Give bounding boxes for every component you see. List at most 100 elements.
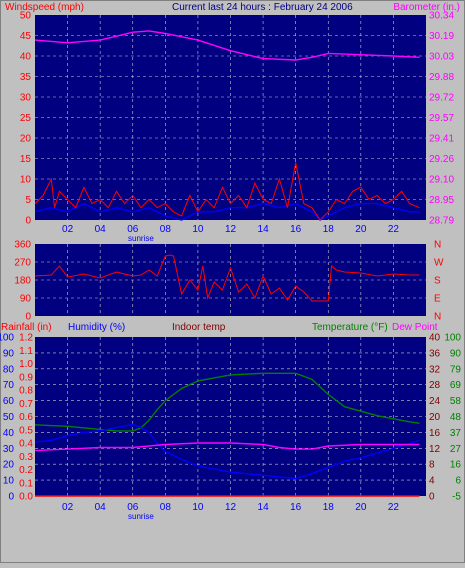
humidity-tick-label: 20	[3, 460, 15, 471]
series-line-magenta	[34, 30, 420, 61]
indoor-temp-tick-label: 4	[429, 476, 435, 487]
rainfall-tick-label: 0.5	[19, 425, 33, 436]
x-tick-label: 22	[388, 502, 400, 513]
x-tick-label: 10	[192, 224, 204, 235]
humidity-axis-label: Humidity (%)	[68, 322, 125, 333]
barometer-tick-label: 30.34	[429, 11, 454, 22]
indoor-temp-tick-label: 8	[429, 460, 435, 471]
x-tick-label: 18	[323, 224, 335, 235]
direction-compass-label: E	[434, 294, 441, 305]
windspeed-tick-label: 30	[20, 93, 32, 104]
direction-compass-label: S	[434, 276, 441, 287]
barometer-tick-label: 29.72	[429, 93, 454, 104]
barometer-tick-label: 28.95	[429, 195, 454, 206]
windspeed-tick-label: 10	[20, 175, 32, 186]
indoor-temp-tick-label: 40	[429, 333, 441, 344]
direction-degree-label: 270	[14, 258, 31, 269]
x-tick-label: 12	[225, 224, 237, 235]
windspeed-tick-label: 45	[20, 31, 32, 42]
x-tick-label: 22	[388, 224, 400, 235]
windspeed-tick-label: 20	[20, 134, 32, 145]
direction-degree-label: 0	[25, 312, 31, 323]
indoor-temp-tick-label: 36	[429, 348, 441, 359]
barometer-tick-label: 28.79	[429, 216, 454, 227]
temperature-tick-label: 16	[450, 460, 462, 471]
indoor-temp-tick-label: 12	[429, 444, 441, 455]
x-tick-label: 02	[62, 502, 74, 513]
windspeed-axis-label: Windspeed (mph)	[5, 2, 84, 13]
indoor-temp-tick-label: 16	[429, 428, 441, 439]
rainfall-ticks: 1.2 1.1 1.0 0.9 0.8 0.7 0.6 0.5 0.4 0.3 0.2 0.1 0.0	[19, 333, 33, 503]
x-tick-label: 06	[127, 502, 139, 513]
direction-degree-ticks: 360 270 180 90 0	[14, 240, 31, 323]
x-tick-label: 14	[258, 224, 270, 235]
x-tick-label: 08	[160, 224, 172, 235]
series-line-magenta	[34, 442, 420, 452]
x-tick-label: 16	[290, 224, 302, 235]
temperature-tick-label: 6	[455, 476, 461, 487]
x-tick-label: 18	[323, 502, 335, 513]
humidity-tick-label: 10	[3, 476, 15, 487]
indoor-temp-tick-label: 0	[429, 492, 435, 503]
x-tick-label: 06	[127, 224, 139, 235]
rainfall-tick-label: 0.2	[19, 465, 33, 476]
x-tick-label: 20	[355, 502, 367, 513]
humidity-tick-label: 30	[3, 444, 15, 455]
series-line-green	[34, 372, 420, 432]
rainfall-tick-label: 0.0	[19, 492, 33, 503]
x-tick-label: 08	[160, 502, 172, 513]
temperature-axis-label: Temperature (°F)	[312, 322, 388, 333]
barometer-tick-label: 29.26	[429, 154, 454, 165]
x-tick-label: 02	[62, 224, 74, 235]
dewpoint-axis-label: Dew Point	[392, 322, 438, 333]
x-tick-label: 16	[290, 502, 302, 513]
indoor-temp-tick-label: 32	[429, 364, 441, 375]
grid-wind	[35, 15, 426, 220]
windspeed-tick-label: 15	[20, 154, 32, 165]
rainfall-tick-label: 1.2	[19, 333, 33, 344]
rainfall-tick-label: 0.6	[19, 412, 33, 423]
x-tick-label: 04	[95, 224, 107, 235]
sunrise-label-bottom: sunrise	[128, 512, 154, 521]
rainfall-tick-label: 0.8	[19, 386, 33, 397]
temperature-tick-label: 58	[450, 396, 462, 407]
chart-title: Current last 24 hours : February 24 2006	[172, 2, 353, 13]
series-line-blue	[34, 423, 420, 480]
rainfall-tick-label: 0.7	[19, 399, 33, 410]
direction-compass-label: N	[434, 240, 441, 251]
temperature-tick-label: 79	[450, 364, 462, 375]
barometer-tick-label: 30.03	[429, 52, 454, 63]
temperature-tick-label: 27	[450, 444, 462, 455]
rainfall-tick-label: 0.4	[19, 439, 33, 450]
windspeed-tick-label: 35	[20, 72, 32, 83]
temperature-tick-label: 90	[450, 348, 462, 359]
windspeed-tick-label: 0	[25, 216, 31, 227]
windspeed-tick-label: 25	[20, 113, 32, 124]
barometer-tick-label: 29.57	[429, 113, 454, 124]
humidity-tick-label: 90	[3, 348, 15, 359]
humidity-tick-label: 100	[0, 333, 14, 344]
direction-degree-label: 90	[20, 294, 32, 305]
temperature-tick-label: 37	[450, 428, 462, 439]
barometer-tick-label: 29.41	[429, 134, 454, 145]
windspeed-tick-label: 50	[20, 11, 32, 22]
series-wind	[34, 30, 420, 221]
rainfall-tick-label: 1.1	[19, 346, 33, 357]
series-temp	[34, 372, 420, 497]
humidity-tick-label: 60	[3, 396, 15, 407]
series-line-red	[34, 162, 420, 221]
direction-degree-label: 360	[14, 240, 31, 251]
indoor-temp-tick-label: 28	[429, 380, 441, 391]
rainfall-tick-label: 1.0	[19, 359, 33, 370]
barometer-axis-label: Barometer (in.)	[393, 2, 460, 13]
indoor-temp-axis-label: Indoor temp	[172, 322, 226, 333]
barometer-tick-label: 29.10	[429, 175, 454, 186]
x-tick-label: 10	[192, 502, 204, 513]
direction-compass-label: W	[434, 258, 444, 269]
direction-degree-label: 180	[14, 276, 31, 287]
